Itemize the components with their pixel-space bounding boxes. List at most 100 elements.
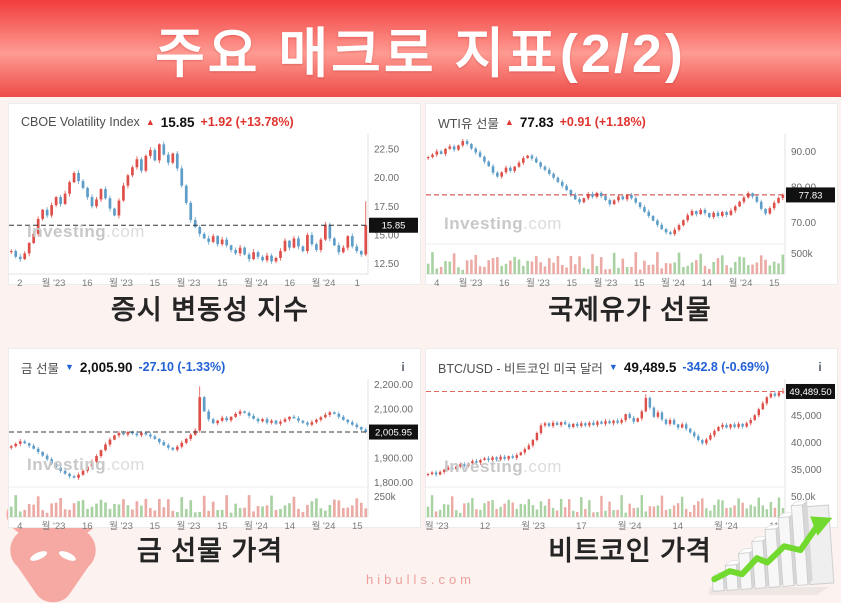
label-gold-price: 금 선물 가격 bbox=[136, 536, 284, 566]
svg-text:월 '23: 월 '23 bbox=[459, 277, 483, 289]
svg-text:월 '23: 월 '23 bbox=[526, 277, 550, 289]
label-bitcoin-price: 비트코인 가격 bbox=[548, 536, 712, 566]
label-volatility-index: 증시 변동성 지수 bbox=[111, 295, 309, 325]
svg-text:2,005.95: 2,005.95 bbox=[375, 428, 412, 439]
chart-header-btc: BTC/USD - 비트코인 미국 달러 ▼ 49,489.5 -342.8 (… bbox=[426, 349, 837, 379]
chart-card-wti: WTI유 선물 ▲ 77.83 +0.91 (+1.18%) 90.0080.0… bbox=[425, 103, 838, 289]
svg-text:1: 1 bbox=[355, 278, 360, 289]
svg-text:15.85: 15.85 bbox=[382, 221, 406, 232]
svg-text:20.00: 20.00 bbox=[374, 173, 399, 184]
svg-text:14: 14 bbox=[701, 278, 712, 289]
last-price: 77.83 bbox=[519, 114, 554, 130]
svg-text:월 '24: 월 '24 bbox=[661, 277, 685, 289]
svg-text:4: 4 bbox=[17, 521, 22, 532]
price-change: +1.92 (+13.78%) bbox=[200, 115, 294, 129]
svg-text:12.50: 12.50 bbox=[374, 259, 399, 270]
svg-text:15: 15 bbox=[149, 521, 160, 532]
bull-icon bbox=[6, 507, 100, 603]
chart-card-btc: BTC/USD - 비트코인 미국 달러 ▼ 49,489.5 -342.8 (… bbox=[425, 348, 838, 532]
svg-text:월 '23: 월 '23 bbox=[594, 277, 618, 289]
svg-text:22.50: 22.50 bbox=[374, 144, 399, 155]
svg-text:2,100.00: 2,100.00 bbox=[374, 404, 413, 415]
info-icon[interactable]: i bbox=[818, 360, 822, 374]
svg-text:월 '24: 월 '24 bbox=[618, 520, 642, 532]
candles bbox=[426, 138, 785, 236]
svg-text:월 '24: 월 '24 bbox=[729, 277, 753, 289]
down-arrow-icon: ▼ bbox=[608, 361, 618, 372]
price-change: +0.91 (+1.18%) bbox=[559, 115, 646, 129]
svg-text:49,489.50: 49,489.50 bbox=[789, 387, 831, 398]
svg-text:15: 15 bbox=[634, 278, 645, 289]
svg-text:40,000: 40,000 bbox=[791, 438, 822, 449]
svg-text:17.50: 17.50 bbox=[374, 202, 399, 213]
svg-text:15: 15 bbox=[217, 521, 228, 532]
instrument-name: 금 선물 bbox=[21, 361, 59, 376]
y-axis-labels: 2,200.00 2,100.00 1,900.00 1,800.00 250k bbox=[374, 380, 413, 503]
svg-text:14: 14 bbox=[284, 521, 295, 532]
svg-text:월 '24: 월 '24 bbox=[244, 520, 268, 532]
x-axis-labels: 2 월 '23 16 월 '23 15 월 '23 15 월 '24 16 월 '24 1 bbox=[17, 277, 360, 289]
svg-text:월 '23: 월 '23 bbox=[521, 520, 545, 532]
svg-text:16: 16 bbox=[82, 278, 93, 289]
last-price: 2,005.90 bbox=[79, 359, 133, 375]
instrument-name: BTC/USD - 비트코인 미국 달러 bbox=[438, 361, 603, 376]
volume-bars bbox=[9, 495, 368, 517]
svg-text:12: 12 bbox=[480, 521, 491, 532]
volume-bars bbox=[426, 495, 785, 517]
y-axis-labels: 45,000 40,000 35,000 50.0k bbox=[791, 411, 822, 503]
svg-text:월 '24: 월 '24 bbox=[312, 277, 336, 289]
svg-text:15: 15 bbox=[217, 278, 228, 289]
chart-header-wti: WTI유 선물 ▲ 77.83 +0.91 (+1.18%) bbox=[426, 104, 837, 134]
info-icon[interactable]: i bbox=[401, 360, 405, 374]
svg-text:월 '23: 월 '23 bbox=[177, 277, 201, 289]
instrument-name: CBOE Volatility Index bbox=[21, 115, 140, 129]
svg-text:35,000: 35,000 bbox=[791, 465, 822, 476]
y-axis-labels: 22.50 20.00 17.50 15.00 12.50 bbox=[374, 144, 399, 270]
gold-candlestick-chart[interactable]: 2,200.00 2,100.00 1,900.00 1,800.00 250k 2,00… bbox=[9, 379, 420, 533]
chart-card-gold: 금 선물 ▼ 2,005.90 -27.10 (-1.33%) i 2,200.… bbox=[8, 348, 421, 532]
svg-text:월 '24: 월 '24 bbox=[244, 277, 268, 289]
candles bbox=[426, 388, 785, 477]
label-oil-futures: 국제유가 선물 bbox=[548, 295, 712, 325]
svg-text:월 '24: 월 '24 bbox=[312, 520, 336, 532]
last-price-line: 15.85 bbox=[9, 217, 418, 233]
svg-text:16: 16 bbox=[82, 521, 93, 532]
last-price: 15.85 bbox=[160, 114, 195, 130]
svg-text:1,900.00: 1,900.00 bbox=[374, 454, 413, 465]
svg-text:500k: 500k bbox=[791, 249, 814, 260]
row2-labels: 금 선물 가격 비트코인 가격 bbox=[0, 529, 841, 568]
last-price-line: 49,489.50 bbox=[426, 383, 835, 399]
svg-text:월 '23: 월 '23 bbox=[42, 520, 66, 532]
last-price: 49,489.5 bbox=[623, 359, 677, 375]
vix-candlestick-chart[interactable]: 22.50 20.00 17.50 15.00 12.50 15.85 2 월 '23 16 월 … bbox=[9, 134, 420, 290]
svg-text:15.00: 15.00 bbox=[374, 230, 399, 241]
svg-text:250k: 250k bbox=[374, 492, 397, 503]
svg-text:4: 4 bbox=[434, 278, 439, 289]
page-title: 주요 매크로 지표(2/2) bbox=[155, 24, 686, 84]
svg-text:45,000: 45,000 bbox=[791, 411, 822, 422]
svg-text:월 '23: 월 '23 bbox=[109, 277, 133, 289]
site-url: hibulls.com bbox=[365, 572, 476, 587]
volume-bars bbox=[426, 252, 785, 274]
svg-text:월 '24: 월 '24 bbox=[714, 520, 738, 532]
chart-header-vix: CBOE Volatility Index ▲ 15.85 +1.92 (+13… bbox=[9, 104, 420, 134]
svg-text:1,800.00: 1,800.00 bbox=[374, 478, 413, 489]
btc-candlestick-chart[interactable]: 45,000 40,000 35,000 50.0k 49,489.50 월 '23 12 월… bbox=[425, 379, 837, 533]
svg-text:15: 15 bbox=[769, 278, 780, 289]
svg-text:월 '23: 월 '23 bbox=[177, 520, 201, 532]
chart-card-vix: CBOE Volatility Index ▲ 15.85 +1.92 (+13… bbox=[8, 103, 421, 289]
last-price-line: 2,005.95 bbox=[9, 424, 418, 440]
svg-text:90.00: 90.00 bbox=[791, 147, 816, 158]
svg-text:17: 17 bbox=[576, 521, 587, 532]
svg-text:16: 16 bbox=[499, 278, 510, 289]
x-axis-labels: 4 월 '23 16 월 '23 15 월 '23 15 월 '24 14 월 '24 15 bbox=[434, 277, 779, 289]
price-change: -27.10 (-1.33%) bbox=[138, 360, 226, 374]
svg-text:77.83: 77.83 bbox=[799, 190, 823, 201]
last-price-line: 77.83 bbox=[426, 187, 835, 203]
candles bbox=[9, 141, 368, 264]
candles bbox=[9, 386, 368, 480]
down-arrow-icon: ▼ bbox=[64, 361, 74, 372]
